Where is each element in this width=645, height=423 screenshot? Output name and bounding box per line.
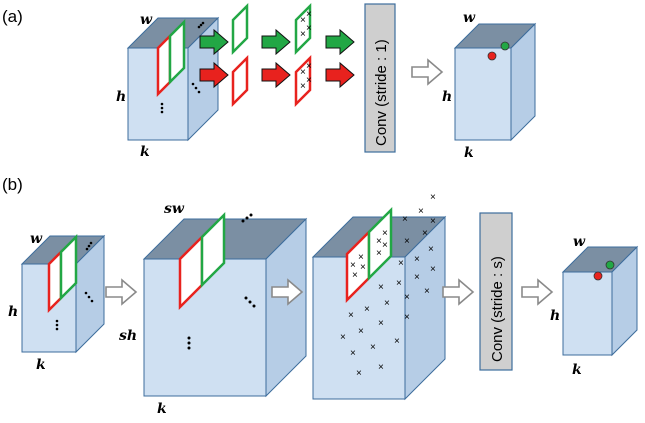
svg-text:×: × bbox=[382, 228, 388, 239]
panel-b-dim-k: k bbox=[36, 357, 46, 373]
interleaved-cross-marks: × × × × × × × × × × × × × × × × × × × × … bbox=[340, 192, 436, 379]
svg-text:×: × bbox=[376, 248, 382, 259]
svg-text:×: × bbox=[350, 348, 356, 359]
svg-text:×: × bbox=[358, 326, 364, 337]
panel-a-conv-block: Conv (stride : 1) bbox=[364, 3, 396, 153]
svg-text:×: × bbox=[306, 23, 312, 34]
panel-a-label: (a) bbox=[2, 7, 23, 26]
red-window-extracted bbox=[231, 54, 249, 108]
panel-b-out-dim-k: k bbox=[572, 362, 582, 378]
panel-b-dim-sw: sw bbox=[164, 201, 185, 217]
svg-text:×: × bbox=[430, 264, 436, 275]
svg-text:×: × bbox=[370, 342, 376, 353]
svg-text:×: × bbox=[306, 9, 312, 20]
svg-text:×: × bbox=[300, 29, 306, 40]
panel-b-hollow-arrow-1 bbox=[105, 279, 137, 305]
panel-a-dim-h: h bbox=[116, 89, 126, 105]
svg-text:×: × bbox=[356, 368, 362, 379]
svg-text:×: × bbox=[378, 318, 384, 329]
svg-text:×: × bbox=[378, 362, 384, 373]
svg-text:×: × bbox=[428, 244, 434, 255]
panel-b-output-tensor bbox=[561, 245, 639, 357]
green-arrow-3 bbox=[325, 29, 355, 55]
svg-text:×: × bbox=[364, 304, 370, 315]
svg-text:×: × bbox=[352, 270, 358, 281]
output-b-red-dot bbox=[593, 271, 603, 281]
svg-text:×: × bbox=[404, 292, 410, 303]
interleaved-green-window bbox=[367, 206, 393, 282]
green-arrow-2 bbox=[261, 29, 291, 55]
svg-text:×: × bbox=[300, 81, 306, 92]
svg-text:×: × bbox=[300, 67, 306, 78]
panel-a-conv-label: Conv (stride : 1) bbox=[373, 39, 390, 146]
svg-text:×: × bbox=[430, 192, 436, 203]
svg-text:×: × bbox=[350, 260, 356, 271]
svg-text:×: × bbox=[396, 278, 402, 289]
svg-text:×: × bbox=[384, 298, 390, 309]
svg-text:×: × bbox=[414, 272, 420, 283]
panel-b-input-tensor bbox=[20, 233, 106, 354]
svg-text:×: × bbox=[402, 214, 408, 225]
panel-b-hollow-arrow-3 bbox=[442, 279, 474, 305]
svg-text:×: × bbox=[300, 15, 306, 26]
svg-text:×: × bbox=[382, 240, 388, 251]
red-arrow-3 bbox=[325, 62, 355, 88]
panel-a-dim-w: w bbox=[140, 12, 153, 28]
panel-a-output-tensor bbox=[453, 22, 537, 142]
svg-text:×: × bbox=[394, 336, 400, 347]
panel-b-dim-k2: k bbox=[157, 401, 167, 417]
panel-b-conv-block: Conv (stride : s) bbox=[479, 212, 513, 371]
output-red-dot bbox=[487, 51, 497, 61]
svg-text:×: × bbox=[422, 228, 428, 239]
svg-text:×: × bbox=[424, 286, 430, 297]
panel-b-out-dim-w: w bbox=[573, 234, 586, 250]
input-red-window bbox=[156, 32, 172, 98]
panel-b-out-dim-h: h bbox=[550, 308, 560, 324]
panel-a-out-dim-w: w bbox=[463, 10, 476, 26]
red-arrow-2 bbox=[261, 62, 291, 88]
panel-a-out-dim-k: k bbox=[464, 145, 474, 161]
svg-text:×: × bbox=[306, 75, 312, 86]
input-green-window bbox=[168, 18, 186, 86]
svg-text:×: × bbox=[360, 262, 366, 273]
output-green-dot bbox=[500, 41, 510, 51]
svg-text:×: × bbox=[376, 236, 382, 247]
panel-b-dim-w: w bbox=[30, 231, 43, 247]
panel-b-dim-h: h bbox=[8, 304, 18, 320]
svg-text:×: × bbox=[378, 282, 384, 293]
svg-text:×: × bbox=[348, 310, 354, 321]
svg-text:×: × bbox=[418, 206, 424, 217]
green-window-upsampled: × × × × bbox=[294, 2, 312, 56]
panel-a-input-tensor bbox=[126, 16, 220, 142]
svg-text:×: × bbox=[404, 312, 410, 323]
output-b-green-dot bbox=[605, 260, 615, 270]
panel-b-conv-label: Conv (stride : s) bbox=[489, 256, 506, 362]
svg-text:×: × bbox=[404, 236, 410, 247]
panel-b-dim-sh: sh bbox=[119, 328, 137, 344]
panel-b-upsampled-tensor bbox=[142, 211, 308, 398]
green-window-extracted bbox=[231, 2, 249, 56]
panel-b-interleaved-tensor bbox=[311, 206, 447, 401]
svg-text:×: × bbox=[358, 252, 364, 263]
red-window-upsampled: × × × × bbox=[294, 54, 312, 108]
panel-b-hollow-arrow-4 bbox=[521, 279, 553, 305]
panel-b-label: (b) bbox=[2, 175, 23, 194]
svg-text:×: × bbox=[414, 254, 420, 265]
svg-text:×: × bbox=[430, 216, 436, 227]
svg-text:×: × bbox=[306, 61, 312, 72]
panel-a-dim-k: k bbox=[140, 144, 150, 160]
svg-text:×: × bbox=[398, 258, 404, 269]
svg-text:×: × bbox=[340, 332, 346, 343]
panel-a-out-dim-h: h bbox=[442, 89, 452, 105]
panel-a-hollow-arrow bbox=[411, 59, 443, 85]
